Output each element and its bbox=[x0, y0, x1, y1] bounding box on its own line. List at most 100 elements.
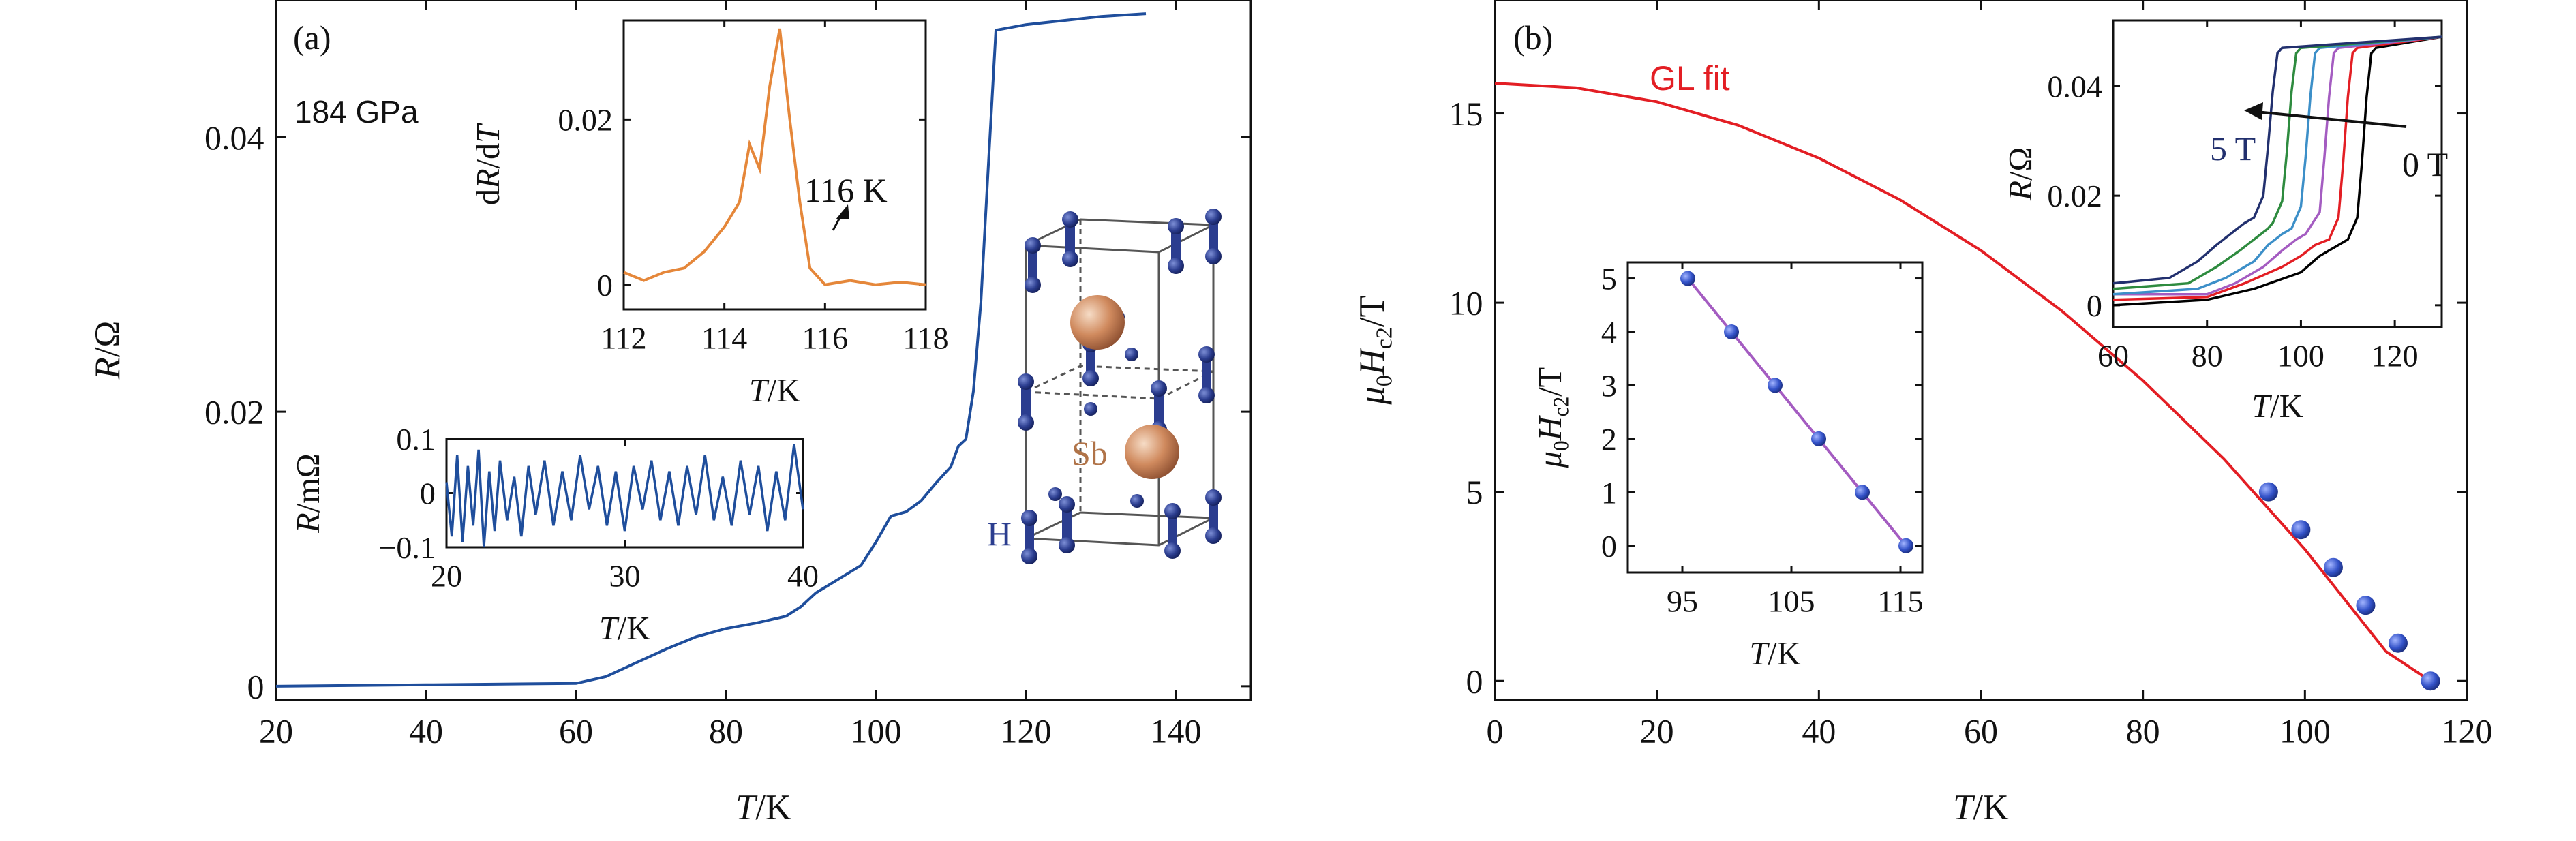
x-tick-label: 60 bbox=[2097, 339, 2129, 373]
y-tick-label: 0 bbox=[247, 667, 264, 705]
hc2-inset-point bbox=[1768, 378, 1783, 393]
gl-fit-label: GL fit bbox=[1650, 59, 1730, 97]
panel-b-tag: (b) bbox=[1513, 18, 1553, 57]
y-tick-label: 0.1 bbox=[396, 422, 436, 457]
x-tick-label: 60 bbox=[1964, 712, 1998, 750]
field-arrow bbox=[2244, 102, 2407, 128]
x-axis-label: T/K bbox=[749, 373, 800, 409]
panel-a-inset-drdt: 112 114 116 118 0 0.02 T/K dR/dT bbox=[470, 19, 949, 409]
hc2-data-point bbox=[2323, 557, 2343, 577]
hc2-inset-point bbox=[1680, 271, 1695, 286]
y-tick-label: 4 bbox=[1601, 315, 1617, 350]
x-tick-label: 118 bbox=[903, 321, 948, 356]
y-tick-label: 5 bbox=[1601, 262, 1617, 296]
x-tick-label: 115 bbox=[1877, 584, 1923, 619]
y-tick-label: 0.04 bbox=[2047, 70, 2102, 104]
x-tick-label: 116 bbox=[802, 321, 848, 356]
x-tick-label: 105 bbox=[1768, 584, 1815, 619]
hc2-inset-point bbox=[1724, 324, 1739, 339]
x-tick-label: 40 bbox=[1802, 712, 1836, 750]
x-tick-label: 40 bbox=[787, 559, 819, 594]
x-axis-label: T/K bbox=[736, 788, 791, 827]
y-tick-label: 0 bbox=[597, 268, 613, 303]
plot-frame bbox=[2112, 19, 2443, 328]
atom-label-h: H bbox=[987, 515, 1012, 553]
x-tick-label: 20 bbox=[431, 559, 462, 594]
hc2-linear-line bbox=[1686, 277, 1907, 547]
resistance-curve bbox=[275, 12, 1147, 688]
y-tick-label: 1 bbox=[1601, 475, 1617, 510]
x-tick-label: 20 bbox=[1640, 712, 1674, 750]
x-axis-label: T/K bbox=[2252, 388, 2303, 425]
crystal-structure bbox=[1018, 209, 1222, 564]
y-tick-label: 0 bbox=[420, 476, 436, 511]
y-axis-label: R/Ω bbox=[2003, 147, 2039, 202]
plot-frame bbox=[1626, 261, 1924, 574]
rt-field-curve bbox=[2112, 35, 2442, 285]
y-axis-label: R/Ω bbox=[88, 321, 127, 380]
annotation-arrow bbox=[832, 204, 849, 231]
x-tick-label: 140 bbox=[1151, 712, 1202, 750]
field-label-0t: 0 T bbox=[2402, 145, 2448, 183]
y-tick-label: 15 bbox=[1449, 95, 1483, 133]
x-axis-label: T/K bbox=[1953, 788, 2009, 827]
x-tick-label: 80 bbox=[2192, 339, 2223, 373]
y-tick-label: 0.02 bbox=[2047, 179, 2102, 213]
hc2-data-point bbox=[2291, 520, 2311, 540]
rt-field-curve bbox=[2112, 35, 2442, 307]
hc2-data-point bbox=[2388, 633, 2408, 653]
y-tick-label: −0.1 bbox=[378, 530, 435, 565]
y-tick-label: 0 bbox=[1601, 529, 1617, 564]
x-axis-label: T/K bbox=[1749, 636, 1800, 672]
panel-b-inset-rt: 60 80 100 120 0 0.02 0.04 T/K R/Ω bbox=[2003, 19, 2443, 425]
x-tick-label: 112 bbox=[601, 321, 646, 356]
x-tick-label: 80 bbox=[709, 712, 743, 750]
panel-b-inset-hc2: 95 105 115 0 1 2 3 4 5 T/K μ0Hc2/T bbox=[1532, 261, 1924, 672]
x-tick-label: 120 bbox=[2372, 339, 2419, 373]
hc2-inset-point bbox=[1898, 538, 1913, 553]
y-tick-label: 2 bbox=[1601, 422, 1617, 457]
x-tick-label: 80 bbox=[2126, 712, 2160, 750]
y-axis-label: dR/dT bbox=[470, 123, 506, 205]
panel-a-tag: (a) bbox=[293, 18, 331, 57]
hc2-inset-point bbox=[1855, 485, 1870, 500]
x-tick-label: 100 bbox=[2279, 712, 2331, 750]
x-tick-label: 0 bbox=[1487, 712, 1504, 750]
x-tick-label: 95 bbox=[1667, 584, 1698, 619]
y-tick-label: 0.04 bbox=[204, 119, 264, 157]
y-tick-label: 3 bbox=[1601, 369, 1617, 403]
rt-field-curve bbox=[2112, 35, 2442, 290]
gl-fit-curve bbox=[1494, 82, 2431, 682]
hc2-data-point bbox=[2258, 482, 2278, 502]
panel-a-inset-zoom: 20 30 40 −0.1 0 0.1 T/K R/mΩ bbox=[290, 422, 819, 647]
y-tick-label: 10 bbox=[1449, 284, 1483, 322]
rt-field-curve bbox=[2112, 35, 2442, 301]
low-temperature-noise-trace bbox=[445, 444, 804, 548]
field-label-5t: 5 T bbox=[2210, 129, 2256, 168]
annotation-116k: 116 K bbox=[804, 171, 888, 209]
x-tick-label: 120 bbox=[2442, 712, 2493, 750]
y-tick-label: 0.02 bbox=[204, 393, 264, 431]
y-axis-label: μ0Hc2/T bbox=[1532, 367, 1573, 468]
hc2-data-point bbox=[2421, 671, 2440, 691]
hc2-inset-point bbox=[1811, 431, 1826, 446]
rt-field-curve bbox=[2113, 35, 2442, 296]
y-tick-label: 5 bbox=[1466, 473, 1483, 511]
x-tick-label: 120 bbox=[1001, 712, 1052, 750]
sb-atoms bbox=[1070, 295, 1179, 479]
x-tick-label: 40 bbox=[409, 712, 443, 750]
drdt-curve bbox=[623, 28, 926, 286]
plot-frame bbox=[622, 19, 927, 311]
y-axis-label: μ0Hc2/T bbox=[1352, 295, 1397, 405]
x-tick-label: 114 bbox=[701, 321, 747, 356]
y-tick-label: 0 bbox=[2087, 288, 2102, 323]
rt-field-curve bbox=[2112, 35, 2442, 296]
x-tick-label: 100 bbox=[851, 712, 902, 750]
x-axis-label: T/K bbox=[599, 611, 650, 647]
x-tick-label: 20 bbox=[259, 712, 293, 750]
x-tick-label: 60 bbox=[559, 712, 593, 750]
y-tick-label: 0 bbox=[1466, 662, 1483, 701]
hc2-data-point bbox=[2356, 596, 2376, 615]
pressure-label: 184 GPa bbox=[294, 94, 419, 129]
